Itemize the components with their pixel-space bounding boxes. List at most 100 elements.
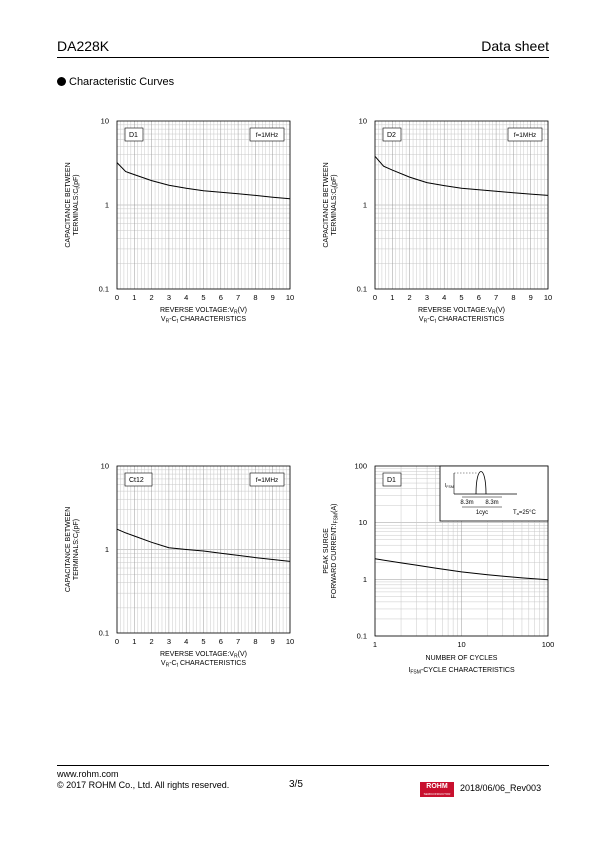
y-tick-label: 100 (354, 462, 367, 471)
y-axis-label-line2: FORWARD CURRENT:IFSM(A) (331, 504, 340, 599)
temperature-label: Ta=25°C (513, 510, 536, 516)
legend-box (124, 127, 144, 142)
chart-1: 0 1 2 3 4 5 6 7 8 9 10 0.1 1 10 REVERSE VOLTAGE:VR(V)V… (65, 117, 294, 325)
y-axis-label-line1: CAPACITANCE BETWEEN (65, 162, 72, 247)
chart-2: 0 1 2 3 4 5 6 7 8 9 10 0.1 1 10 REVERSE VOLTAGE:VR(V)V… (323, 117, 552, 325)
x-tick-label: 0 (115, 637, 119, 646)
x-tick-label: 1 (390, 293, 394, 302)
plot-frame (374, 120, 549, 290)
x-tick-label: 7 (494, 293, 498, 302)
y-tick-label: 1 (363, 201, 367, 210)
x-tick-label: 10 (457, 640, 465, 649)
legend-label: Ct12 (129, 477, 144, 484)
plot-frame (116, 120, 291, 290)
y-tick-label: 10 (101, 117, 109, 126)
x-tick-label: 8 (253, 293, 257, 302)
plot-frame (116, 465, 291, 634)
data-series-line (374, 155, 549, 196)
x-axis-label: REVERSE VOLTAGE:VR(V) (418, 307, 505, 316)
x-tick-label: 5 (201, 637, 205, 646)
y-tick-label: 10 (101, 462, 109, 471)
x-tick-label: 8 (253, 637, 257, 646)
condition-box (249, 472, 285, 487)
y-axis-label-line1: PEAK SURGE (323, 528, 330, 574)
condition-box (507, 127, 543, 142)
rohm-logo: ROHM SEMICONDUCTOR (420, 782, 454, 797)
y-axis-label-line1: CAPACITANCE BETWEEN (323, 162, 330, 247)
y-axis-label: PEAK SURGE FORWARD CURRENT:IFSM(A) (323, 504, 340, 599)
bullet-icon (57, 77, 66, 86)
condition-box (249, 127, 285, 142)
condition-label: f=1MHz (256, 132, 279, 139)
y-axis-label-line2: TERMINALS:Ct(pF) (73, 519, 82, 580)
y-tick-label: 0.1 (357, 285, 367, 294)
y-tick-label: 1 (105, 545, 109, 554)
footer-url[interactable]: www.rohm.com (57, 769, 119, 779)
x-axis-label: REVERSE VOLTAGE:VR(V) (160, 307, 247, 316)
time-label-1: 8.3m (460, 500, 473, 506)
data-series-line (374, 558, 549, 581)
x-tick-label: 9 (271, 293, 275, 302)
legend-label: D1 (129, 132, 138, 139)
section-heading: Characteristic Curves (57, 76, 174, 88)
legend-box (382, 127, 402, 142)
x-tick-label: 2 (408, 293, 412, 302)
ifsm-label: IFSM (445, 483, 454, 489)
section-title: Characteristic Curves (69, 76, 175, 88)
condition-label: f=1MHz (256, 477, 279, 484)
x-tick-label: 6 (219, 293, 223, 302)
y-tick-label: 0.1 (357, 632, 367, 641)
legend-label: D2 (387, 132, 396, 139)
y-axis-label-line2: TERMINALS:Ct(pF) (331, 174, 340, 235)
doc-type: Data sheet (481, 38, 549, 54)
y-tick-label: 1 (363, 575, 367, 584)
chart-caption: IFSM-CYCLE CHARACTERISTICS (408, 667, 515, 676)
x-tick-label: 100 (542, 640, 555, 649)
chart-4: 1 10 100 0.1 1 10 100 NUMBER OF CYCLES IFSM-CYCL… (323, 462, 554, 676)
data-series-line (116, 528, 291, 562)
header-divider (57, 57, 549, 58)
x-tick-label: 4 (184, 637, 188, 646)
legend-label: D1 (387, 477, 396, 484)
inset-frame (439, 465, 549, 522)
y-tick-label: 0.1 (99, 629, 109, 638)
x-tick-label: 10 (544, 293, 552, 302)
x-tick-label: 0 (115, 293, 119, 302)
y-tick-label: 10 (359, 518, 367, 527)
revision-date: 2018/06/06_Rev003 (460, 783, 542, 793)
x-tick-label: 1 (373, 640, 377, 649)
y-axis-label: CAPACITANCE BETWEEN TERMINALS:Ct(pF) (65, 162, 82, 247)
x-tick-label: 3 (167, 293, 171, 302)
y-axis-label: CAPACITANCE BETWEEN TERMINALS:Ct(pF) (323, 162, 340, 247)
chart-3: 0 1 2 3 4 5 6 7 8 9 10 0.1 1 10 REVERSE VOLTAGE:VR(V)V… (65, 462, 294, 669)
x-tick-label: 9 (271, 637, 275, 646)
legend-box (382, 472, 402, 487)
half-sine-pulse (475, 471, 487, 495)
condition-label: f=1MHz (514, 132, 537, 139)
y-axis-label: CAPACITANCE BETWEEN TERMINALS:Ct(pF) (65, 507, 82, 592)
x-tick-label: 7 (236, 293, 240, 302)
chart-caption: VR-Ct CHARACTERISTICS (419, 316, 504, 325)
footer-copyright: © 2017 ROHM Co., Ltd. All rights reserve… (57, 780, 230, 790)
cycle-label: 1cyc (476, 510, 488, 516)
y-tick-label: 10 (359, 117, 367, 126)
x-tick-label: 6 (477, 293, 481, 302)
chart-caption: VR-Ct CHARACTERISTICS (161, 660, 246, 669)
x-tick-label: 2 (150, 293, 154, 302)
data-series-line (116, 162, 291, 200)
x-tick-label: 3 (425, 293, 429, 302)
y-tick-label: 0.1 (99, 285, 109, 294)
page-number: 3/5 (289, 779, 303, 790)
x-tick-label: 4 (184, 293, 188, 302)
x-tick-label: 10 (286, 637, 294, 646)
part-number: DA228K (57, 38, 110, 54)
x-axis-label: NUMBER OF CYCLES (426, 655, 498, 662)
y-axis-label-line2: TERMINALS:Ct(pF) (73, 174, 82, 235)
x-tick-label: 6 (219, 637, 223, 646)
x-tick-label: 1 (132, 637, 136, 646)
footer-divider (57, 765, 549, 766)
x-tick-label: 8 (511, 293, 515, 302)
y-tick-label: 1 (105, 201, 109, 210)
